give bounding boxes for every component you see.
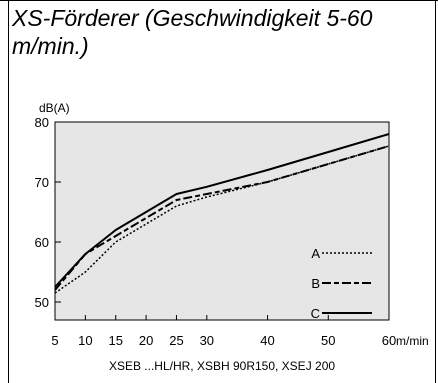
y-tick-label: 80 (35, 115, 49, 130)
x-tick-label: 60 (382, 333, 396, 348)
x-tick-label: 25 (169, 333, 183, 348)
x-tick-label: 50 (321, 333, 335, 348)
series-line-c (54, 133, 390, 288)
top-border (0, 0, 438, 1)
legend-label-c: C (311, 306, 320, 321)
y-axis-label: dB(A) (39, 101, 70, 115)
series-line-b (54, 145, 390, 291)
x-tick-label: 10 (78, 333, 92, 348)
legend-label-a: A (311, 246, 320, 261)
plot-area (54, 121, 390, 321)
x-tick-label: 40 (260, 333, 274, 348)
x-axis-unit: m/min (396, 334, 429, 348)
x-tick-label: 20 (139, 333, 153, 348)
x-axis-caption: XSEB ...HL/HR, XSBH 90R150, XSEJ 200 (109, 359, 335, 373)
x-tick-label: 30 (200, 333, 214, 348)
left-border (8, 0, 9, 383)
x-tick-label: 15 (108, 333, 122, 348)
x-tick-label: 5 (51, 333, 58, 348)
right-border (435, 0, 436, 383)
chart-title: XS-Förderer (Geschwindigkeit 5-60 m/min.… (12, 5, 373, 59)
legend-label-b: B (311, 276, 320, 291)
y-tick-label: 50 (35, 295, 49, 310)
y-tick-label: 60 (35, 235, 49, 250)
y-tick-label: 70 (35, 175, 49, 190)
